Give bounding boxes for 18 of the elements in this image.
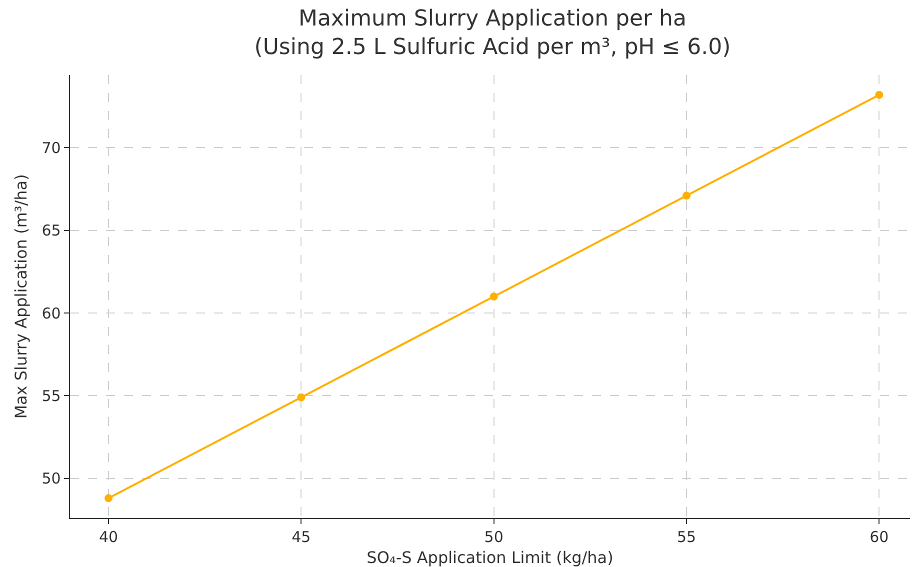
chart-title: Maximum Slurry Application per ha (Using 2.5 L Sulfuric Acid per m³, pH ≤ 6.0) bbox=[254, 6, 731, 60]
point bbox=[490, 292, 498, 300]
point bbox=[875, 90, 884, 99]
y-axis-title: Max Slurry Application (m³/ha) bbox=[12, 174, 31, 419]
point bbox=[682, 192, 691, 200]
x-tick-label: 55 bbox=[676, 528, 696, 546]
y-tick-label: 60 bbox=[42, 304, 61, 322]
y-tick-label: 55 bbox=[42, 386, 61, 405]
point bbox=[104, 494, 113, 502]
x-axis-title: SO₄-S Application Limit (kg/ha) bbox=[366, 548, 614, 567]
x-tick-label: 50 bbox=[484, 528, 504, 546]
y-tick-label: 65 bbox=[42, 222, 61, 240]
x-tick-label: 60 bbox=[870, 528, 889, 546]
y-tick-label: 50 bbox=[42, 470, 61, 488]
point bbox=[297, 393, 306, 402]
x-tick-label: 40 bbox=[98, 528, 118, 546]
x-tick-label: 45 bbox=[292, 528, 311, 546]
y-tick-label: 70 bbox=[42, 138, 61, 157]
